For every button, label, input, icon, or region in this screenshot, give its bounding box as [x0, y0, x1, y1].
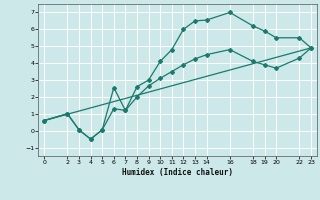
X-axis label: Humidex (Indice chaleur): Humidex (Indice chaleur) [122, 168, 233, 177]
